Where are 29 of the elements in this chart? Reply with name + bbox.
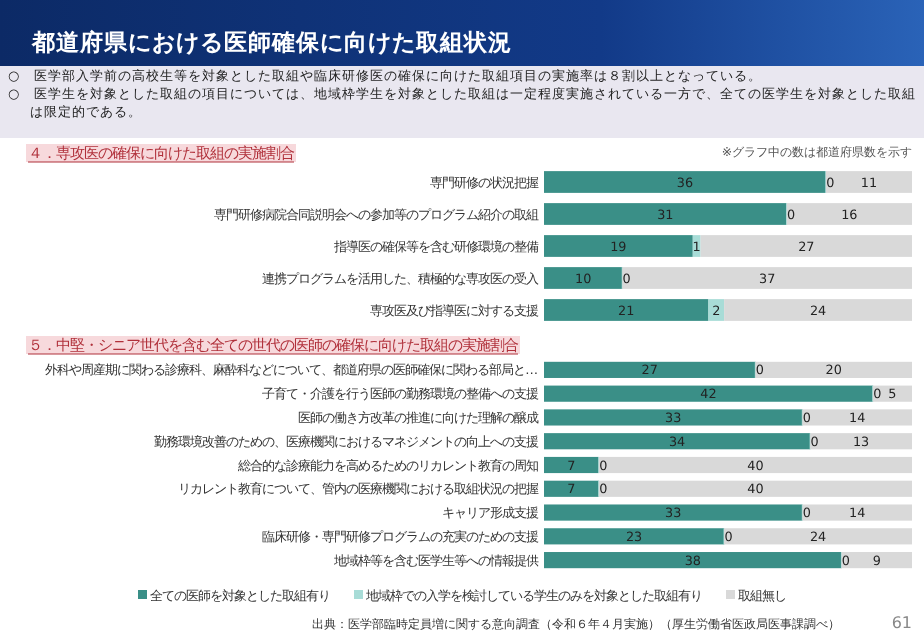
bar — [544, 552, 842, 569]
bar — [544, 433, 811, 450]
bar — [544, 299, 709, 321]
bar — [786, 203, 912, 225]
bar — [598, 480, 912, 497]
bar — [544, 171, 826, 193]
bar — [802, 409, 912, 426]
bar — [700, 235, 912, 257]
bar — [544, 235, 693, 257]
bar — [810, 433, 912, 450]
bar — [825, 171, 912, 193]
bar — [708, 299, 725, 321]
bar — [544, 504, 803, 521]
text: 61 — [891, 614, 912, 632]
bar — [544, 267, 623, 289]
bar — [544, 361, 756, 378]
bar — [544, 456, 599, 474]
bar — [544, 203, 787, 225]
bar — [755, 361, 912, 378]
bar — [724, 528, 912, 545]
bar — [544, 480, 599, 497]
bar — [724, 299, 912, 321]
bar — [598, 456, 912, 474]
text: 都道府県における医師確保に向けた取組状況 — [30, 28, 512, 56]
bar — [544, 385, 873, 402]
bar — [622, 267, 912, 289]
bar — [544, 409, 803, 426]
bar — [802, 504, 912, 521]
bar — [544, 528, 725, 545]
